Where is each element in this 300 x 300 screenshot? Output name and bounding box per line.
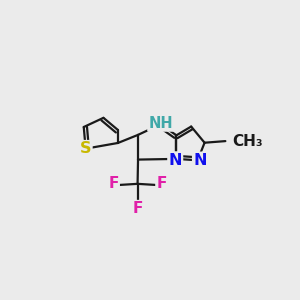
Text: F: F	[156, 176, 167, 191]
Text: CH₃: CH₃	[232, 134, 263, 148]
Text: F: F	[132, 201, 143, 216]
Text: N: N	[193, 153, 207, 168]
Text: NH: NH	[148, 116, 173, 130]
Text: S: S	[80, 141, 92, 156]
Text: N: N	[169, 152, 182, 167]
Text: F: F	[108, 176, 119, 191]
